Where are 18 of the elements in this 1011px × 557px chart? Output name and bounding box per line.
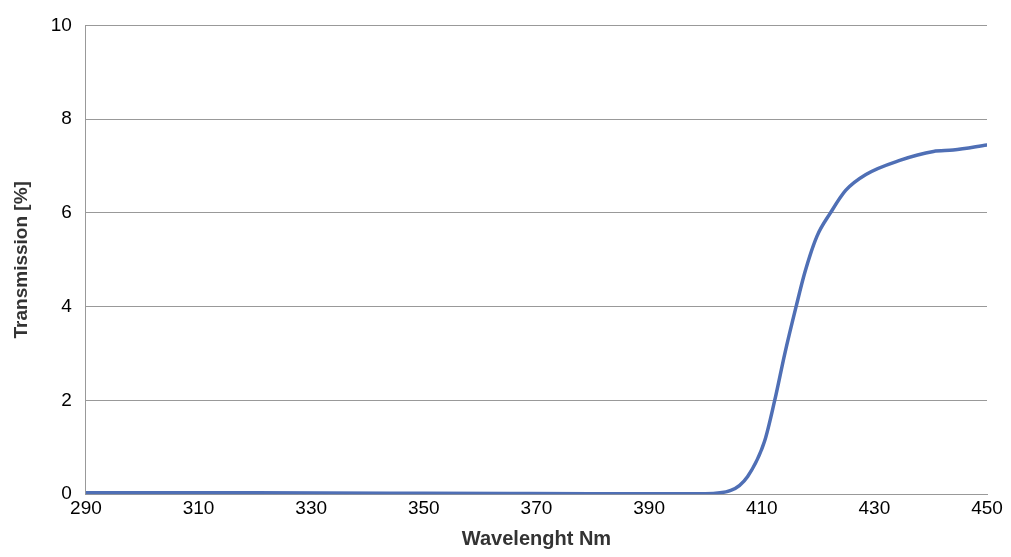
y-tick-label: 6 [61, 201, 72, 223]
x-tick-label: 370 [520, 496, 553, 518]
x-tick-label: 310 [182, 496, 215, 518]
x-tick-label: 330 [295, 496, 328, 518]
y-tick-label: 2 [61, 388, 72, 410]
x-tick-label: 290 [70, 496, 102, 518]
x-axis-title: Wavelenght Nm [461, 526, 612, 549]
x-tick-label: 450 [971, 496, 1003, 518]
y-tick-label: 8 [61, 107, 72, 129]
x-tick-label: 350 [407, 496, 440, 518]
y-tick-label: 10 [50, 13, 72, 35]
y-axis-title: Transmission [%] [9, 181, 31, 339]
x-tick-label: 430 [858, 496, 891, 518]
y-tick-label: 0 [61, 482, 72, 504]
line-series [85, 143, 987, 495]
y-tick-label: 4 [61, 294, 73, 316]
x-tick-label: 390 [633, 496, 665, 518]
x-tick-label: 410 [745, 496, 778, 518]
